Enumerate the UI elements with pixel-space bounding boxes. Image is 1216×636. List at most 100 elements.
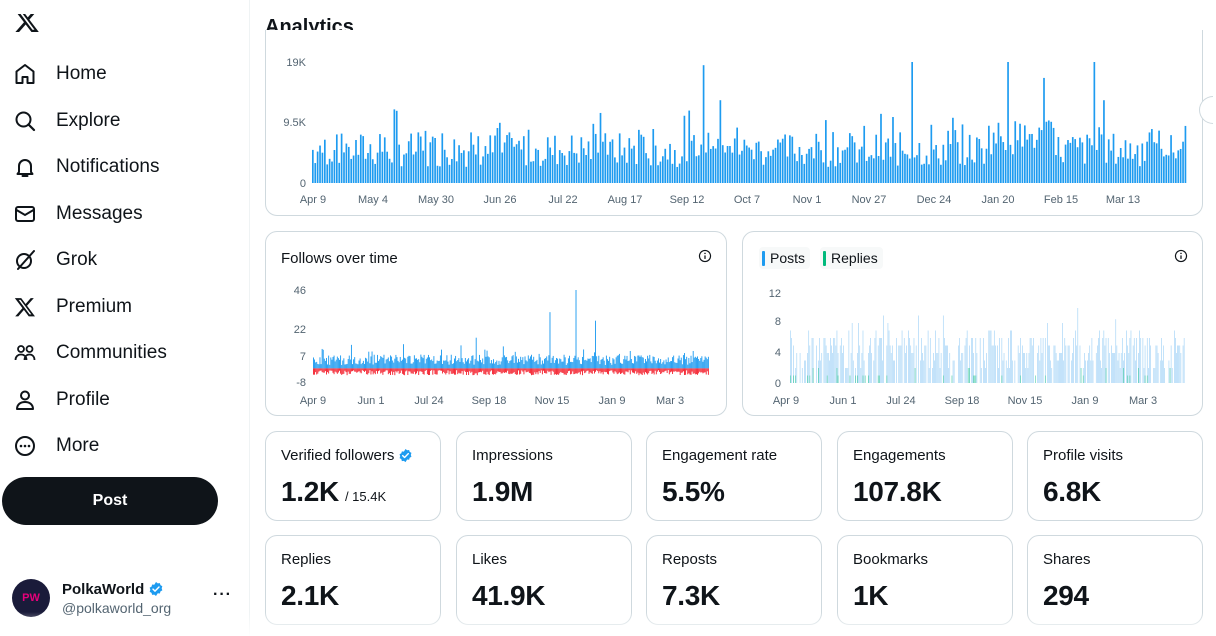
bar	[558, 363, 560, 369]
metric-bookmarks[interactable]: Bookmarks 1K	[837, 535, 1013, 625]
bar-negative	[350, 368, 352, 372]
account-switcher[interactable]: PW PolkaWorld @polkaworld_org ···	[0, 570, 245, 626]
bar-negative	[395, 368, 397, 372]
metric-label: Engagement rate	[662, 447, 778, 464]
bar	[820, 150, 822, 183]
bar-negative	[341, 368, 343, 375]
account-more-icon[interactable]: ···	[213, 586, 232, 603]
bar-negative	[674, 368, 676, 372]
bar-negative	[596, 368, 598, 371]
metric-profile-visits[interactable]: Profile visits 6.8K	[1027, 431, 1203, 521]
bar-negative	[623, 368, 625, 375]
sidebar-item-messages[interactable]: Messages	[0, 191, 240, 237]
bar	[652, 129, 655, 183]
bar	[621, 363, 623, 369]
bar	[388, 158, 391, 183]
sidebar-item-home[interactable]: Home	[0, 51, 240, 97]
bar	[332, 356, 334, 369]
info-icon[interactable]	[698, 249, 712, 263]
bar	[995, 345, 996, 383]
bar	[448, 164, 451, 183]
verified-badge-icon	[399, 448, 412, 463]
legend-posts[interactable]: Posts	[759, 247, 811, 269]
search-icon	[12, 108, 38, 134]
x-tick-label: Jul 24	[414, 395, 443, 407]
bar	[650, 361, 652, 369]
bar-negative	[601, 368, 603, 373]
bar	[998, 368, 999, 383]
bar-negative	[688, 368, 690, 374]
bar	[805, 153, 808, 183]
bar	[1108, 353, 1110, 383]
bar-negative	[570, 368, 572, 375]
bar	[1164, 368, 1165, 383]
sidebar-item-grok[interactable]: Grok	[0, 237, 240, 283]
bar	[1059, 156, 1062, 183]
bar-replies	[795, 375, 797, 383]
bar	[1050, 121, 1053, 183]
bar	[426, 357, 428, 369]
metric-verified-followers[interactable]: Verified followers 1.2K/ 15.4K	[265, 431, 441, 521]
bar-negative	[608, 368, 610, 375]
bar	[1035, 139, 1038, 183]
bar	[662, 156, 664, 183]
bar	[1157, 353, 1159, 383]
bar	[829, 160, 832, 183]
bar-negative	[445, 368, 447, 375]
bar	[562, 361, 564, 369]
bar	[815, 133, 818, 183]
bar-negative	[694, 368, 696, 375]
bar	[1146, 338, 1148, 383]
sidebar-item-notifications[interactable]: Notifications	[0, 144, 240, 190]
y-tick-label: 0	[775, 378, 781, 390]
bar-negative	[408, 368, 410, 372]
bar-negative	[656, 368, 658, 372]
post-button[interactable]: Post	[2, 477, 218, 525]
bar	[1115, 319, 1117, 383]
bar-negative	[571, 368, 573, 374]
bar	[980, 368, 982, 383]
metric-reposts[interactable]: Reposts 7.3K	[646, 535, 822, 625]
bar-negative	[503, 368, 505, 373]
communities-icon	[12, 340, 38, 366]
bar	[868, 353, 869, 383]
bar	[391, 162, 393, 183]
bar-negative	[412, 368, 414, 374]
sidebar-item-communities[interactable]: Communities	[0, 330, 240, 376]
bar	[804, 360, 805, 383]
legend-replies[interactable]: Replies	[820, 247, 883, 269]
sidebar-item-explore[interactable]: Explore	[0, 98, 240, 144]
bar	[1075, 330, 1076, 383]
sidebar-item-more[interactable]: More	[0, 423, 240, 469]
metric-engagement-rate[interactable]: Engagement rate 5.5%	[646, 431, 822, 521]
bar	[546, 356, 548, 369]
bar	[683, 115, 686, 183]
metric-impressions[interactable]: Impressions 1.9M	[456, 431, 632, 521]
bar	[808, 330, 810, 383]
bar	[1139, 166, 1141, 183]
bar	[630, 359, 632, 369]
bar	[487, 356, 489, 369]
bar	[513, 146, 516, 183]
bar	[564, 357, 566, 369]
bar	[535, 361, 537, 369]
bar	[529, 356, 531, 369]
bar	[717, 138, 719, 183]
metric-shares[interactable]: Shares 294	[1027, 535, 1203, 625]
sidebar-item-profile[interactable]: Profile	[0, 377, 240, 423]
bar	[705, 152, 707, 183]
bar	[655, 363, 657, 369]
bar	[458, 145, 460, 183]
metric-likes[interactable]: Likes 41.9K	[456, 535, 632, 625]
bar-negative	[512, 368, 514, 373]
bar	[413, 355, 415, 369]
bar	[1131, 158, 1134, 183]
bar	[659, 362, 661, 369]
info-icon[interactable]	[1174, 249, 1188, 263]
metric-engagements[interactable]: Engagements 107.8K	[837, 431, 1013, 521]
bar	[609, 356, 611, 369]
metric-replies[interactable]: Replies 2.1K	[265, 535, 441, 625]
bar	[340, 355, 342, 369]
sidebar-item-premium[interactable]: Premium	[0, 284, 240, 330]
x-logo-icon[interactable]	[14, 14, 40, 36]
